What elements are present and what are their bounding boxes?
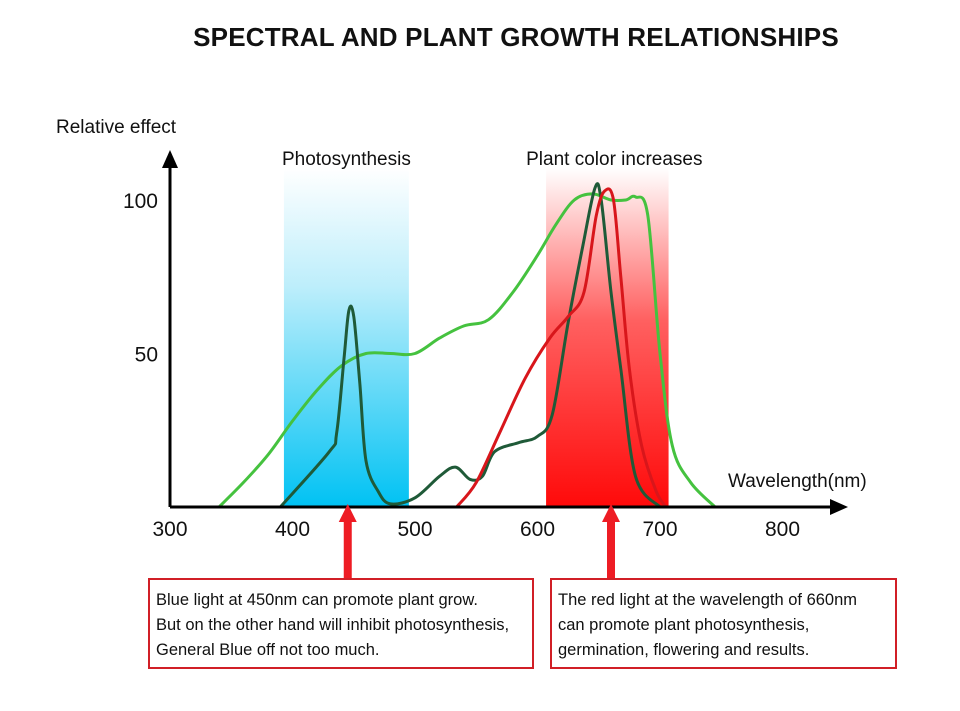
blue-note-line-2: But on the other hand will inhibit photo… [156,616,510,634]
chart-title: SPECTRAL AND PLANT GROWTH RELATIONSHIPS [193,22,839,52]
pointer-arrow-head-icon-660 [602,504,620,522]
x-tick-700: 700 [642,518,677,541]
pointer-arrow-shaft-660 [607,520,615,579]
blue-note-line-1: Blue light at 450nm can promote plant gr… [156,591,478,609]
x-tick-labels: 300 400 500 600 700 800 [152,518,800,541]
y-axis-arrow-icon [162,150,178,168]
red-note-line-2: can promote plant photosynthesis, [558,616,810,634]
red-note-line-3: germination, flowering and results. [558,641,810,659]
pointer-arrow-shaft-450 [343,520,352,579]
red-light-note: The red light at the wavelength of 660nm… [550,578,897,669]
light-green-curve [217,192,717,509]
red-curve [455,187,668,508]
pointer-arrows [338,504,620,579]
y-tick-100: 100 [123,190,158,213]
blue-light-note: Blue light at 450nm can promote plant gr… [148,578,534,669]
x-tick-800: 800 [765,518,800,541]
y-tick-labels: 50 100 [123,190,158,367]
x-axis-label: Wavelength(nm) [728,471,867,492]
x-tick-600: 600 [520,518,555,541]
x-axis-arrow-icon [830,499,848,515]
red-note-line-1: The red light at the wavelength of 660nm [558,591,858,609]
y-axis-label: Relative effect [56,117,177,138]
blue-note-line-3: General Blue off not too much. [156,641,380,659]
x-tick-300: 300 [152,518,187,541]
y-tick-50: 50 [135,344,158,367]
x-tick-500: 500 [397,518,432,541]
pointer-arrow-head-icon-450 [338,504,357,522]
x-tick-400: 400 [275,518,310,541]
plant-color-label: Plant color increases [526,149,702,170]
photosynthesis-label: Photosynthesis [282,149,411,170]
